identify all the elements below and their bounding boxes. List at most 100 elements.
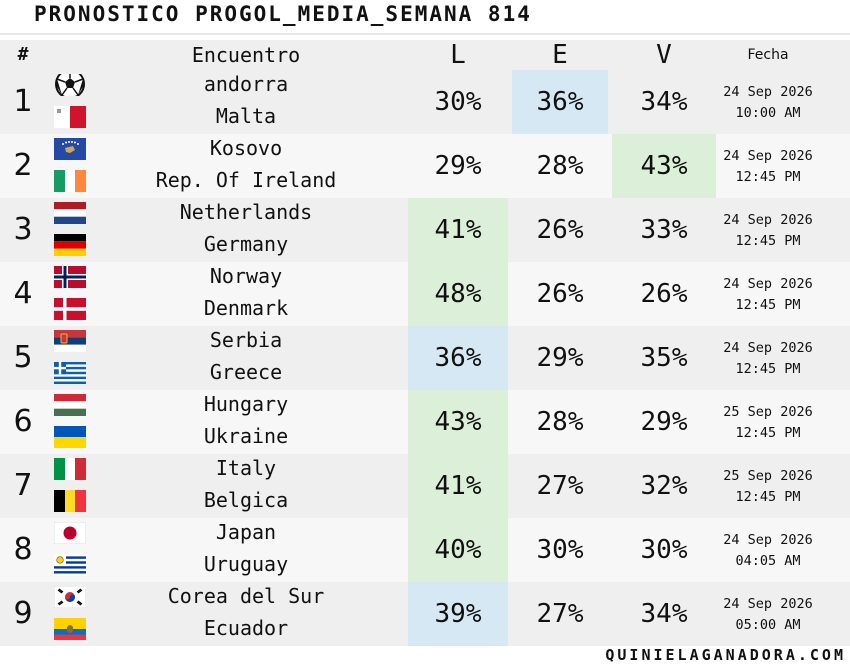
local-percent: 41% (408, 198, 508, 262)
match-datetime: 24 Sep 2026 12:45 PM (716, 210, 820, 252)
row-number: 1 (13, 84, 33, 119)
norway-flag-icon (54, 266, 86, 288)
local-percent: 36% (408, 326, 508, 390)
local-percent: 39% (408, 582, 508, 646)
local-percent: 48% (408, 262, 508, 326)
match-date: 24 Sep 2026 (723, 212, 813, 228)
match-time: 04:05 AM (735, 553, 801, 569)
local-percent: 41% (408, 454, 508, 518)
local-percent: 29% (434, 151, 482, 181)
ecuador-flag-icon (54, 618, 86, 640)
table-row: 1 andorra Malta 30% 36% 34% 24 Sep 2026 10:00 A… (0, 70, 850, 134)
row-number: 3 (13, 212, 33, 247)
away-team: Denmark (203, 296, 289, 320)
empate-percent: 26% (536, 215, 584, 245)
home-team: Italy (215, 456, 277, 480)
page-title: PRONOSTICO PROGOL_MEDIA_SEMANA 814 (34, 2, 532, 26)
hungary-flag-icon (54, 394, 86, 416)
empate-percent: 30% (536, 535, 584, 565)
empate-percent: 28% (536, 407, 584, 437)
empate-percent: 36% (512, 70, 608, 134)
home-team: Japan (215, 520, 277, 544)
match-date: 25 Sep 2026 (723, 404, 813, 420)
visitante-percent: 32% (640, 471, 688, 501)
home-team: Hungary (203, 392, 289, 416)
match-datetime: 24 Sep 2026 12:45 PM (716, 146, 820, 188)
row-number: 9 (13, 596, 33, 631)
visitante-percent: 34% (640, 599, 688, 629)
header-local: L (450, 40, 466, 70)
match-date: 24 Sep 2026 (723, 340, 813, 356)
table-row: 4 Norway Denmark 48% 26% 26% 24 Sep 2026 12:45 … (0, 262, 850, 326)
visitante-percent: 33% (640, 215, 688, 245)
belgium-flag-icon (54, 490, 86, 512)
serbia-flag-icon (54, 330, 86, 352)
local-percent: 40% (408, 518, 508, 582)
germany-flag-icon (54, 234, 86, 256)
soccer-ball-icon (54, 74, 86, 96)
away-team: Ukraine (203, 424, 289, 448)
match-time: 10:00 AM (735, 105, 801, 121)
match-datetime: 24 Sep 2026 05:00 AM (716, 594, 820, 636)
row-number: 6 (13, 404, 33, 439)
header-empate: E (552, 40, 568, 70)
kosovo-flag-icon (54, 138, 86, 160)
home-team: Kosovo (209, 136, 283, 160)
away-team: Uruguay (203, 552, 289, 576)
visitante-percent: 26% (640, 279, 688, 309)
match-datetime: 25 Sep 2026 12:45 PM (716, 402, 820, 444)
match-time: 12:45 PM (735, 425, 801, 441)
malta-flag-icon (54, 106, 86, 128)
visitante-percent: 30% (640, 535, 688, 565)
visitante-percent: 43% (612, 134, 716, 198)
empate-percent: 26% (536, 279, 584, 309)
row-number: 4 (13, 276, 33, 311)
match-datetime: 24 Sep 2026 04:05 AM (716, 530, 820, 572)
empate-percent: 27% (536, 599, 584, 629)
match-date: 25 Sep 2026 (723, 468, 813, 484)
match-datetime: 25 Sep 2026 12:45 PM (716, 466, 820, 508)
match-time: 05:00 AM (735, 617, 801, 633)
table-row: 6 Hungary Ukraine 43% 28% 29% 25 Sep 2026 12:45… (0, 390, 850, 454)
away-team: Belgica (203, 488, 289, 512)
home-team: andorra (203, 72, 289, 96)
uruguay-flag-icon (54, 554, 86, 576)
visitante-percent: 29% (640, 407, 688, 437)
away-team: Germany (203, 232, 289, 256)
visitante-percent: 34% (640, 87, 688, 117)
away-team: Malta (215, 104, 277, 128)
row-number: 5 (13, 340, 33, 375)
empate-percent: 27% (536, 471, 584, 501)
japan-flag-icon (54, 522, 86, 544)
local-percent: 43% (408, 390, 508, 454)
empate-percent: 28% (536, 151, 584, 181)
row-number: 7 (13, 468, 33, 503)
match-date: 24 Sep 2026 (723, 532, 813, 548)
match-time: 12:45 PM (735, 297, 801, 313)
match-time: 12:45 PM (735, 361, 801, 377)
denmark-flag-icon (54, 298, 86, 320)
visitante-percent: 35% (640, 343, 688, 373)
away-team: Greece (209, 360, 283, 384)
header-fecha: Fecha (747, 47, 789, 63)
home-team: Netherlands (179, 200, 313, 224)
south-korea-flag-icon (54, 586, 86, 608)
match-time: 12:45 PM (735, 233, 801, 249)
home-team: Serbia (209, 328, 283, 352)
ireland-flag-icon (54, 170, 86, 192)
site-watermark: quinielaganadora.com (605, 646, 846, 664)
table-row: 5 Serbia Greece 36% 29% 35% 24 Sep 2026 12:45 P… (0, 326, 850, 390)
match-datetime: 24 Sep 2026 12:45 PM (716, 274, 820, 316)
header-number: # (17, 44, 29, 65)
away-team: Rep. Of Ireland (155, 168, 337, 192)
ukraine-flag-icon (54, 426, 86, 448)
match-date: 24 Sep 2026 (723, 148, 813, 164)
match-date: 24 Sep 2026 (723, 276, 813, 292)
row-number: 2 (13, 148, 33, 183)
greece-flag-icon (54, 362, 86, 384)
row-number: 8 (13, 532, 33, 567)
netherlands-flag-icon (54, 202, 86, 224)
home-team: Norway (209, 264, 283, 288)
table-row: 3 Netherlands Germany 41% 26% 33% 24 Sep 2026 1… (0, 198, 850, 262)
match-date: 24 Sep 2026 (723, 596, 813, 612)
